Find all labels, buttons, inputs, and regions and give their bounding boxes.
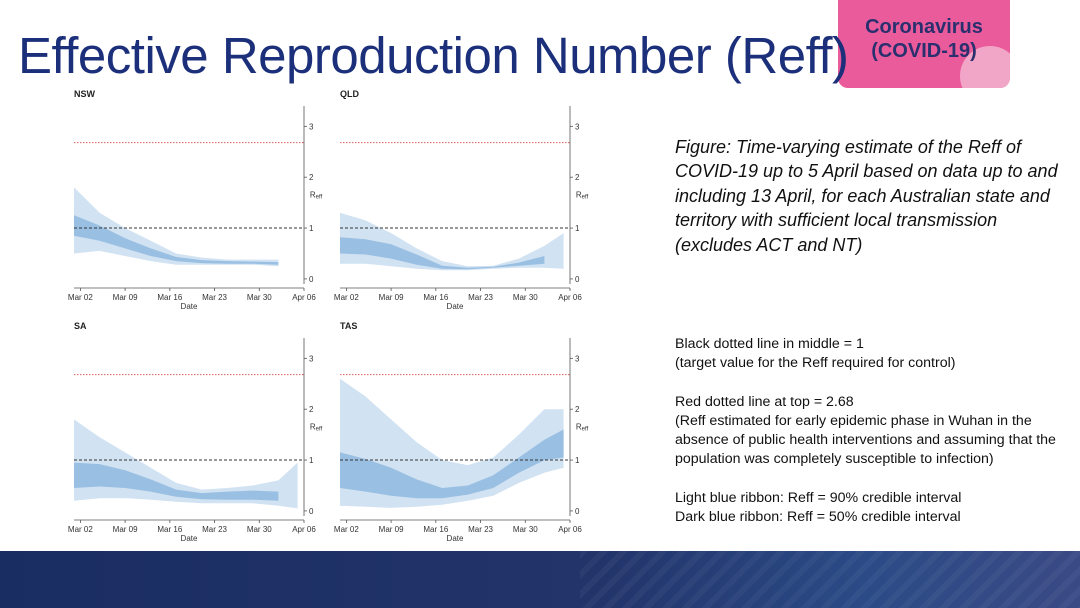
- x-tick-label: Mar 09: [379, 293, 404, 302]
- y-tick-label: 0: [309, 507, 314, 516]
- reff-chart-grid: NSW Mar 02 Mar 09 Mar 16 Mar 23 Mar 30 Apr 06 D…: [68, 89, 589, 543]
- y-tick-label: 3: [309, 354, 314, 363]
- note-dark-ribbon: Dark blue ribbon: Reff = 50% credible in…: [675, 509, 961, 526]
- x-axis-label: Date: [181, 534, 198, 543]
- y-tick-label: 3: [309, 122, 314, 131]
- y-tick-label: 0: [575, 507, 580, 516]
- x-tick-label: Mar 09: [113, 293, 138, 302]
- ribbon-50-ci: [340, 429, 564, 499]
- panel-title: TAS: [340, 321, 357, 331]
- y-tick-label: 2: [575, 173, 580, 182]
- x-axis-label: Date: [181, 302, 198, 311]
- panel-nsw: NSW Mar 02 Mar 09 Mar 16 Mar 23 Mar 30 Apr 06 D…: [68, 89, 323, 311]
- x-tick-label: Mar 23: [202, 293, 227, 302]
- panel-tas: TAS Mar 02 Mar 09 Mar 16 Mar 23 Mar 30 Apr 06 D…: [334, 321, 589, 543]
- slide-title: Effective Reproduction Number (Reff): [18, 27, 849, 84]
- x-tick-label: Apr 06: [292, 293, 316, 302]
- footer-bar: [0, 551, 1080, 608]
- x-tick-label: Mar 02: [68, 525, 93, 534]
- x-axis-label: Date: [447, 534, 464, 543]
- panel-title: SA: [74, 321, 87, 331]
- x-axis-label: Date: [447, 302, 464, 311]
- x-tick-label: Apr 06: [292, 525, 316, 534]
- footer-texture: [580, 551, 1080, 608]
- ribbon-90-ci: [74, 187, 279, 267]
- legend-notes: Black dotted line in middle = 1 (target …: [675, 335, 1070, 527]
- panel-qld: QLD Mar 02 Mar 09 Mar 16 Mar 23 Mar 30 Apr 06 D…: [334, 89, 589, 311]
- panel-title: QLD: [340, 89, 359, 99]
- x-tick-label: Mar 30: [513, 293, 538, 302]
- ribbon-50-ci: [340, 237, 545, 270]
- y-tick-label: 2: [309, 405, 314, 414]
- badge-line-2: (COVID-19): [871, 40, 977, 62]
- ribbon-50-ci: [74, 462, 279, 501]
- x-tick-label: Mar 30: [247, 525, 272, 534]
- x-tick-label: Mar 16: [157, 525, 182, 534]
- note-red-line-detail: (Reff estimated for early epidemic phase…: [675, 412, 1056, 468]
- x-tick-label: Mar 23: [468, 293, 493, 302]
- x-tick-label: Apr 06: [558, 293, 582, 302]
- x-tick-label: Mar 02: [334, 293, 359, 302]
- y-tick-label: 1: [309, 456, 314, 465]
- x-tick-label: Mar 09: [379, 525, 404, 534]
- x-tick-label: Mar 16: [423, 525, 448, 534]
- y-tick-label: 1: [309, 224, 314, 233]
- x-tick-label: Mar 30: [513, 525, 538, 534]
- y-axis-label: Reff: [310, 423, 323, 433]
- note-black-line: Black dotted line in middle = 1: [675, 336, 864, 352]
- x-tick-label: Mar 09: [113, 525, 138, 534]
- y-axis-label: Reff: [310, 191, 323, 201]
- figure-caption: Figure: Time-varying estimate of the Ref…: [675, 137, 1058, 255]
- note-light-ribbon: Light blue ribbon: Reff = 90% credible i…: [675, 489, 962, 506]
- ribbon-50-ci: [74, 215, 279, 265]
- note-red-line: Red dotted line at top = 2.68: [675, 393, 854, 410]
- y-tick-label: 3: [575, 354, 580, 363]
- x-tick-label: Mar 02: [68, 293, 93, 302]
- y-axis-label: Reff: [576, 191, 589, 201]
- x-tick-label: Mar 16: [423, 293, 448, 302]
- x-tick-label: Mar 23: [202, 525, 227, 534]
- x-tick-label: Mar 16: [157, 293, 182, 302]
- panel-title: NSW: [74, 89, 96, 99]
- badge-line-1: Coronavirus: [865, 16, 983, 38]
- y-axis-label: Reff: [576, 423, 589, 433]
- x-tick-label: Mar 30: [247, 293, 272, 302]
- x-tick-label: Mar 02: [334, 525, 359, 534]
- y-tick-label: 0: [575, 275, 580, 284]
- x-tick-label: Mar 23: [468, 525, 493, 534]
- note-black-line-detail: (target value for the Reff required for …: [675, 355, 956, 372]
- coronavirus-badge: Coronavirus (COVID-19): [838, 0, 1010, 88]
- y-tick-label: 0: [309, 275, 314, 284]
- y-tick-label: 1: [575, 224, 580, 233]
- panel-sa: SA Mar 02 Mar 09 Mar 16 Mar 23 Mar 30 Apr 06 Da…: [68, 321, 323, 543]
- y-tick-label: 2: [309, 173, 314, 182]
- y-tick-label: 1: [575, 456, 580, 465]
- y-tick-label: 2: [575, 405, 580, 414]
- x-tick-label: Apr 06: [558, 525, 582, 534]
- y-tick-label: 3: [575, 122, 580, 131]
